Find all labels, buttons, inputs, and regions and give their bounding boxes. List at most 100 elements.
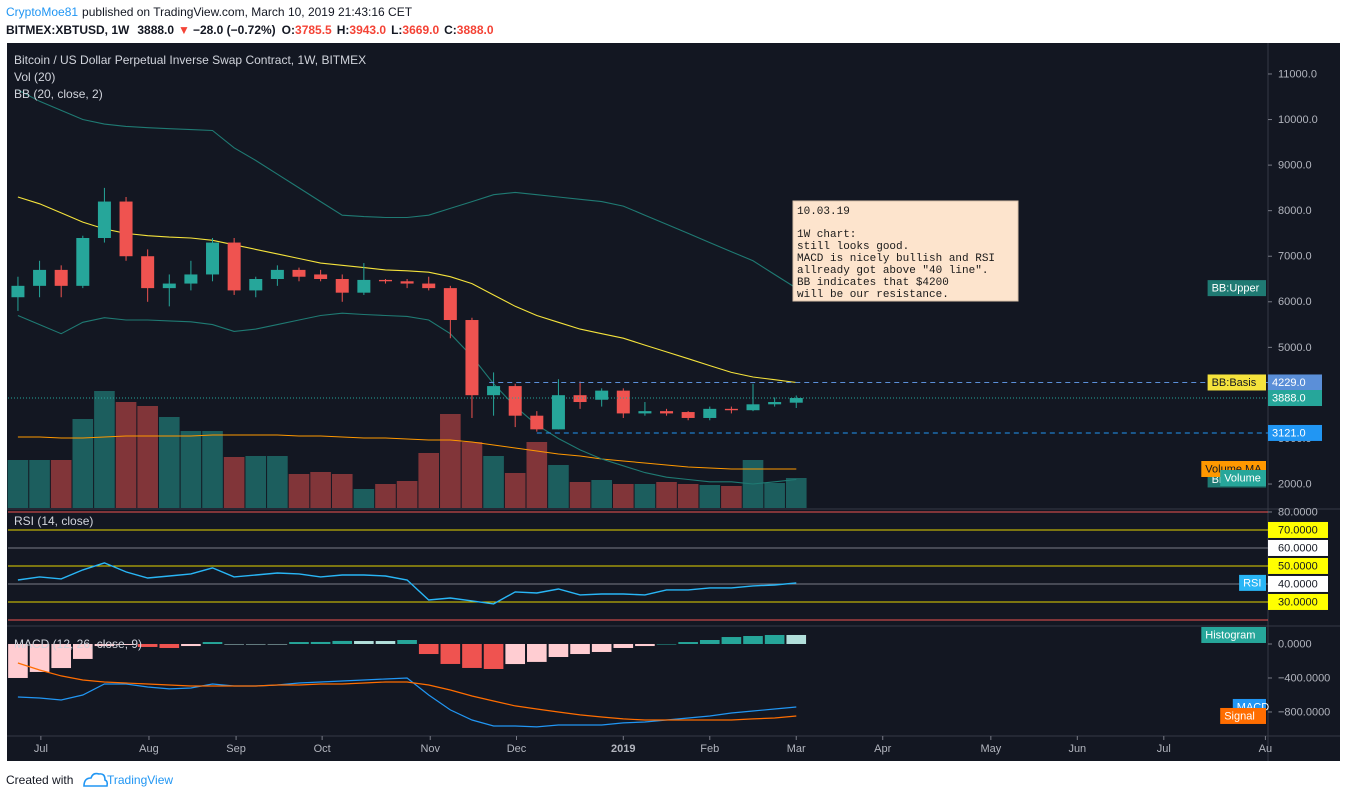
x-tick-label: Jul (34, 743, 48, 755)
candle-body (638, 411, 652, 414)
volume-bar (612, 484, 634, 508)
volume-bar (94, 391, 115, 508)
histogram-bar (289, 642, 309, 644)
x-tick-label: Jul (1157, 743, 1171, 755)
y-tick-label: −800.0000 (1278, 706, 1330, 718)
histogram-bar (375, 641, 396, 644)
histogram-bar (202, 642, 223, 644)
y-tick-label: −400.0000 (1278, 672, 1330, 684)
histogram-bar (181, 643, 201, 647)
author[interactable]: CryptoMoe81 (6, 5, 78, 19)
ohlc-value: 3888.0 (457, 23, 494, 37)
candle-body (378, 279, 392, 282)
volume-bar (634, 484, 656, 508)
histogram-bar (418, 643, 439, 655)
annotation[interactable]: 10.03.19 1W chart: still looks good. MAC… (792, 200, 1019, 302)
candle-body (11, 285, 25, 298)
volume-bar (677, 484, 699, 508)
candle-body (573, 395, 587, 403)
annotation-box (792, 200, 1019, 302)
x-tick-label: May (980, 743, 1001, 755)
volume-ma-line (17, 434, 797, 470)
candle-body (76, 238, 90, 286)
annotation-line: 1W chart: (797, 229, 856, 241)
candle-body (400, 281, 414, 284)
volume-bar (353, 489, 375, 508)
x-tick-label: Sep (226, 743, 246, 755)
symbol-line: BITMEX:XBTUSD, 1W 3888.0 ▼ −28.0 (−0.72%) O:… (6, 23, 494, 37)
x-tick-label: Jun (1068, 743, 1086, 755)
chart-background (7, 43, 1340, 761)
volume-bar (656, 482, 677, 508)
ohlc-value: 3943.0 (349, 23, 386, 37)
histogram-bar (678, 642, 698, 644)
candle-body (724, 408, 738, 411)
volume-bar (569, 482, 591, 508)
ohlc-label: O: (282, 23, 295, 37)
y-tick-label: 50.0000 (1278, 560, 1318, 572)
histogram-bar (245, 643, 266, 645)
y-tick-label-box (1268, 539, 1328, 556)
annotation-line: will be our resistance. (797, 289, 949, 301)
candle-body (746, 404, 760, 411)
volume-bar (721, 486, 742, 508)
volume-bar (548, 465, 569, 508)
symbol: BITMEX:XBTUSD, 1W (6, 23, 130, 37)
x-tick-label: Mar (787, 743, 806, 755)
plot: Jul Aug Sep Oct Nov Dec 2019 Feb Mar Apr May Jun Jul… (7, 68, 1330, 755)
histogram-bar (743, 636, 763, 644)
ohlc-label: H: (337, 23, 350, 37)
volume-bar (331, 474, 353, 508)
arrow: ▼ (178, 23, 190, 37)
candle-body (33, 269, 47, 286)
y-tick-label: 30.0000 (1278, 596, 1318, 608)
histogram-bar (462, 643, 482, 668)
indicator-legend: BB (20, close, 2) (14, 87, 103, 101)
y-tick-label: 0.0000 (1278, 638, 1312, 650)
y-tick-label: 5000.0 (1278, 342, 1312, 354)
footer-brand[interactable]: TradingView (107, 773, 173, 787)
y-tick-label: 11000.0 (1278, 68, 1317, 80)
histogram-bar (397, 640, 417, 644)
published: published on TradingView.com, March 10, … (82, 5, 413, 19)
candle-body (357, 279, 371, 293)
volume-bar (223, 457, 245, 508)
histogram-bar (548, 643, 569, 657)
histogram-bar (51, 643, 71, 669)
histogram-bar (721, 637, 742, 644)
x-tick-label: Feb (700, 743, 719, 755)
volume-bar (764, 483, 785, 508)
histogram-bar (613, 643, 634, 648)
volume-bar (440, 414, 461, 508)
y-tick-label: 10000.0 (1278, 114, 1318, 126)
x-tick-label: Aug (139, 743, 159, 755)
volume-bar (72, 419, 94, 508)
histogram-bar (483, 643, 504, 669)
annotation-line: still looks good. (797, 241, 909, 253)
candle-body (249, 279, 263, 291)
chart-title: Bitcoin / US Dollar Perpetual Inverse Sw… (14, 53, 366, 67)
series-label: Histogram (1205, 629, 1255, 641)
candle-body (703, 408, 717, 418)
candle-body (227, 242, 241, 291)
histogram-bar (224, 643, 244, 645)
y-tick-label-box (1268, 557, 1328, 574)
candle-body (97, 201, 111, 239)
candle-body (422, 283, 436, 289)
histogram-bar (635, 643, 655, 647)
annotation-line: BB indicates that $4200 (797, 277, 949, 289)
rsi-line (17, 562, 797, 605)
histogram-bar (527, 643, 547, 662)
y-tick-label: 9000.0 (1278, 160, 1312, 172)
candle-body (768, 402, 782, 405)
histogram-bar (699, 640, 720, 644)
series-label: RSI (1243, 577, 1261, 589)
y-tick-label: 60.0000 (1278, 542, 1318, 554)
y-tick-label: 7000.0 (1278, 251, 1312, 263)
candle-body (487, 386, 501, 396)
series-label-box (1201, 626, 1266, 643)
volume-bar (137, 406, 158, 508)
y-tick-label-box (1268, 575, 1328, 592)
series-label-box (1239, 574, 1266, 591)
